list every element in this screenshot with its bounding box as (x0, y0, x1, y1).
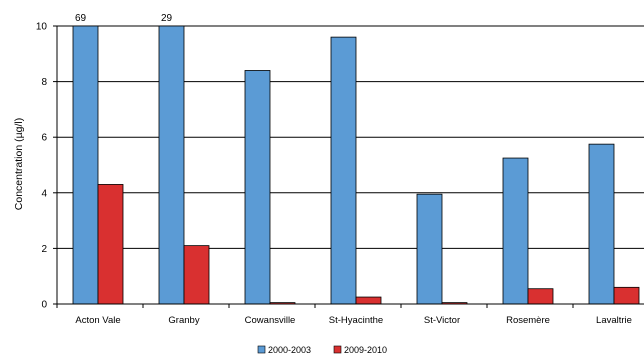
bar-2000-2003-st-victor (416, 193, 443, 305)
bar-2000-2003-st-hyacinthe (330, 36, 357, 305)
x-category-label: St-Hyacinthe (329, 315, 383, 326)
bar-2000-2003-acton-vale (72, 25, 99, 305)
bar-2009-2010-st-hyacinthe (355, 296, 382, 305)
y-tick-label: 4 (41, 188, 47, 199)
bar-2000-2003-lavaltrie (588, 143, 615, 305)
x-category-label: St-Victor (424, 315, 460, 326)
axes (56, 26, 644, 308)
x-category-label: Rosemère (506, 315, 550, 326)
y-tick-label: 6 (41, 133, 47, 144)
y-tick-label: 2 (41, 244, 47, 255)
bar-2000-2003-rosemère (502, 157, 529, 305)
data-label: 29 (161, 13, 173, 24)
data-labels: 69 29 (75, 13, 173, 24)
x-category-label: Cowansville (245, 315, 296, 326)
x-category-label: Granby (168, 315, 199, 326)
bar-2009-2010-granby (183, 245, 210, 305)
bars (72, 25, 640, 305)
data-label: 69 (75, 13, 87, 24)
y-tick-label: 10 (36, 22, 48, 33)
legend-label: 2000-2003 (268, 345, 311, 355)
bar-2009-2010-rosemère (527, 288, 554, 305)
y-axis-label: Concentration (µg/l) (13, 118, 25, 210)
y-tick-labels: 0 2 4 6 8 10 (36, 22, 57, 311)
bar-2009-2010-lavaltrie (613, 286, 640, 305)
bar-2000-2003-cowansville (244, 70, 271, 305)
y-tick-label: 0 (41, 300, 47, 311)
legend: 2000-2003 2009-2010 (257, 345, 387, 355)
y-tick-label: 8 (41, 77, 47, 88)
bar-2000-2003-granby (158, 25, 185, 305)
legend-label: 2009-2010 (344, 345, 387, 355)
bar-2009-2010-acton-vale (97, 184, 124, 305)
category-labels: Acton Vale Granby Cowansville St-Hyacinthe S… (75, 315, 632, 326)
x-category-label: Lavaltrie (596, 315, 632, 326)
legend-swatch (333, 345, 342, 354)
x-category-label: Acton Vale (75, 315, 120, 326)
legend-swatch (257, 345, 266, 354)
